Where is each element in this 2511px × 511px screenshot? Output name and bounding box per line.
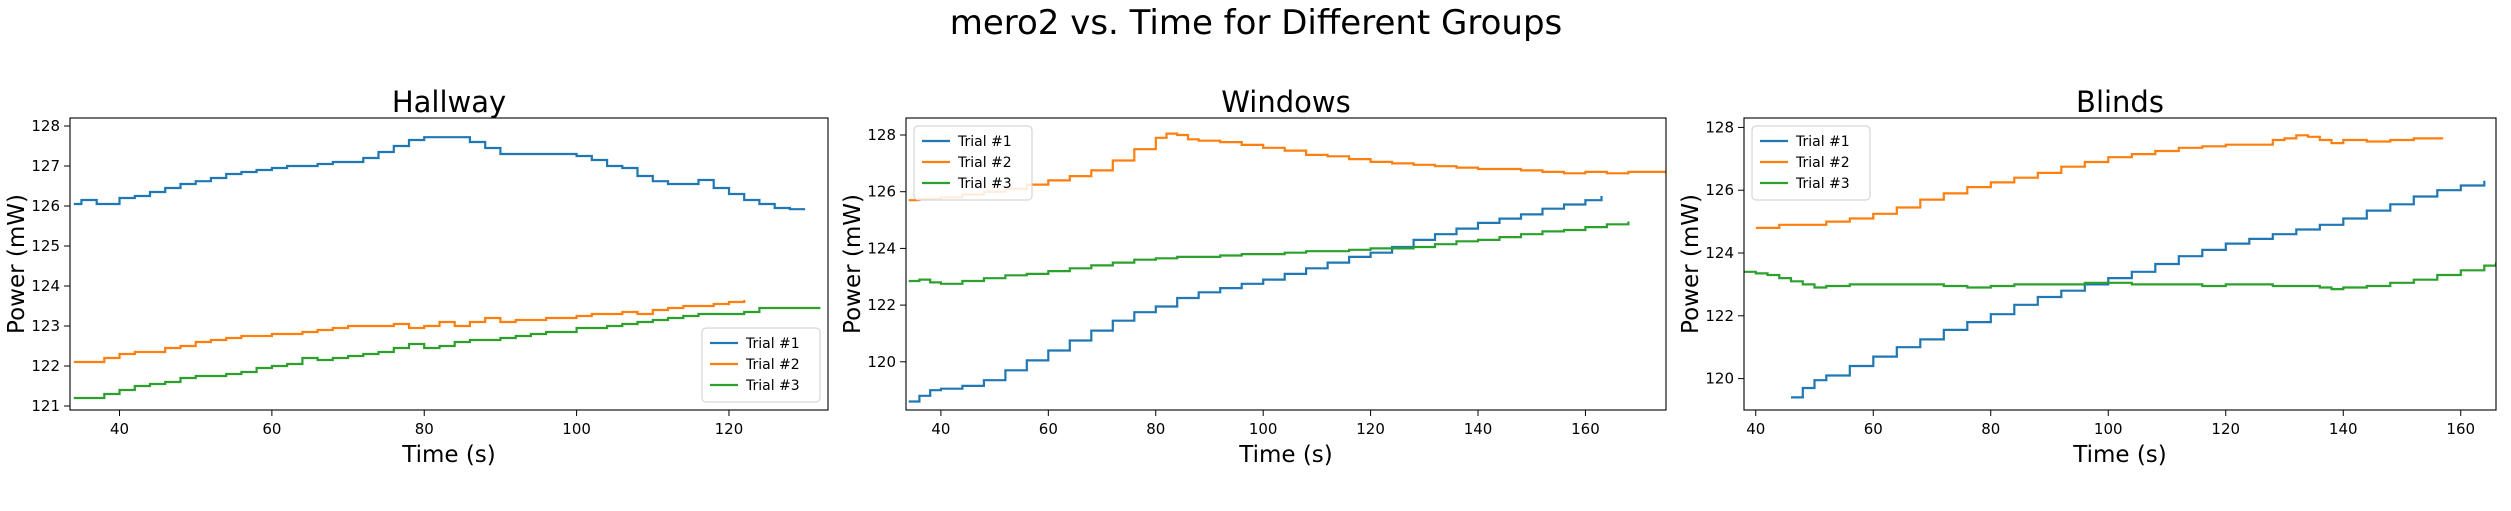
- y-tick-label: 126: [31, 197, 60, 215]
- legend-label: Trial #3: [957, 176, 1012, 192]
- y-tick-label: 120: [867, 353, 896, 371]
- x-tick-label: 60: [1039, 420, 1058, 438]
- x-tick-label: 120: [1356, 420, 1385, 438]
- legend-label: Trial #3: [1795, 176, 1850, 192]
- x-tick-label: 100: [562, 420, 591, 438]
- x-tick-label: 40: [110, 420, 129, 438]
- y-tick-label: 128: [31, 117, 60, 135]
- legend-label: Trial #2: [745, 357, 800, 373]
- series-line-trial-1: [908, 196, 1603, 403]
- subplot-2: Windows 40 60 80 100 120 140 160 120 122 124 126 128…: [840, 85, 1667, 468]
- x-tick-label: 160: [2446, 420, 2475, 438]
- x-tick-label: 80: [1981, 420, 2000, 438]
- x-axis-label: Time (s): [2072, 442, 2167, 468]
- series-line-trial-2: [1755, 134, 2444, 229]
- subplot-1: Hallway 40 60 80 100 120 121 122 123 124 125 126 127…: [4, 85, 829, 468]
- legend: Trial #1 Trial #2 Trial #3: [913, 125, 1033, 201]
- legend-label: Trial #1: [1795, 134, 1850, 150]
- subplots: Hallway 40 60 80 100 120 121 122 123 124 125 126 127…: [4, 85, 2497, 468]
- x-axis-label: Time (s): [401, 442, 496, 468]
- x-tick-label: 140: [1464, 420, 1493, 438]
- legend-frame: [913, 125, 1033, 201]
- legend-label: Trial #3: [745, 378, 800, 394]
- y-tick-label: 126: [867, 183, 896, 201]
- y-axis-label: Power (mW): [1678, 194, 1704, 334]
- legend: Trial #1 Trial #2 Trial #3: [701, 327, 821, 403]
- x-tick-label: 160: [1571, 420, 1600, 438]
- series-line-trial-2: [73, 300, 746, 364]
- x-tick-label: 100: [2094, 420, 2123, 438]
- legend-frame: [701, 327, 821, 403]
- series-line-trial-1: [1791, 180, 2486, 399]
- series-line-trial-3: [1744, 262, 2496, 291]
- y-tick-label: 122: [867, 296, 896, 314]
- x-tick-label: 80: [1146, 420, 1165, 438]
- legend-frame: [1751, 125, 1871, 201]
- axes-frame: [69, 117, 829, 411]
- x-tick-label: 120: [2211, 420, 2240, 438]
- y-tick-label: 124: [31, 277, 60, 295]
- subplot-title: Windows: [1221, 85, 1350, 119]
- x-tick-label: 80: [415, 420, 434, 438]
- y-tick-label: 124: [1705, 244, 1734, 262]
- y-axis-label: Power (mW): [840, 194, 866, 334]
- legend: Trial #1 Trial #2 Trial #3: [1751, 125, 1871, 201]
- y-tick-label: 127: [31, 157, 60, 175]
- y-tick-label: 120: [1705, 370, 1734, 388]
- x-tick-label: 40: [931, 420, 950, 438]
- axes-frame: [905, 117, 1667, 411]
- subplot-3: Blinds 40 60 80 100 120 140 160 120 122 124 126 128 T…: [1678, 85, 2497, 468]
- legend-label: Trial #2: [1795, 155, 1850, 171]
- legend-label: Trial #1: [745, 336, 800, 352]
- x-tick-label: 60: [1864, 420, 1883, 438]
- figure-title: mero2 vs. Time for Different Groups: [950, 3, 1563, 43]
- series-line-trial-2: [908, 132, 1666, 202]
- x-tick-label: 40: [1746, 420, 1765, 438]
- x-tick-label: 120: [715, 420, 744, 438]
- y-tick-label: 122: [1705, 307, 1734, 325]
- x-tick-label: 100: [1249, 420, 1278, 438]
- subplot-title: Blinds: [2076, 85, 2164, 119]
- series-line-trial-3: [908, 221, 1630, 285]
- series-line-trial-3: [73, 306, 821, 400]
- y-tick-label: 125: [31, 237, 60, 255]
- y-tick-label: 126: [1705, 181, 1734, 199]
- series-line-trial-1: [73, 136, 806, 211]
- y-tick-label: 128: [1705, 118, 1734, 136]
- x-tick-label: 140: [2329, 420, 2358, 438]
- legend-label: Trial #1: [957, 134, 1012, 150]
- y-tick-label: 123: [31, 317, 60, 335]
- y-axis-label: Power (mW): [4, 194, 30, 334]
- y-tick-label: 124: [867, 239, 896, 257]
- y-tick-label: 122: [31, 357, 60, 375]
- x-tick-label: 60: [262, 420, 281, 438]
- subplot-title: Hallway: [392, 85, 506, 119]
- y-tick-label: 121: [31, 397, 60, 415]
- x-axis-label: Time (s): [1238, 442, 1333, 468]
- legend-label: Trial #2: [957, 155, 1012, 171]
- axes-frame: [1743, 117, 2497, 411]
- y-tick-label: 128: [867, 126, 896, 144]
